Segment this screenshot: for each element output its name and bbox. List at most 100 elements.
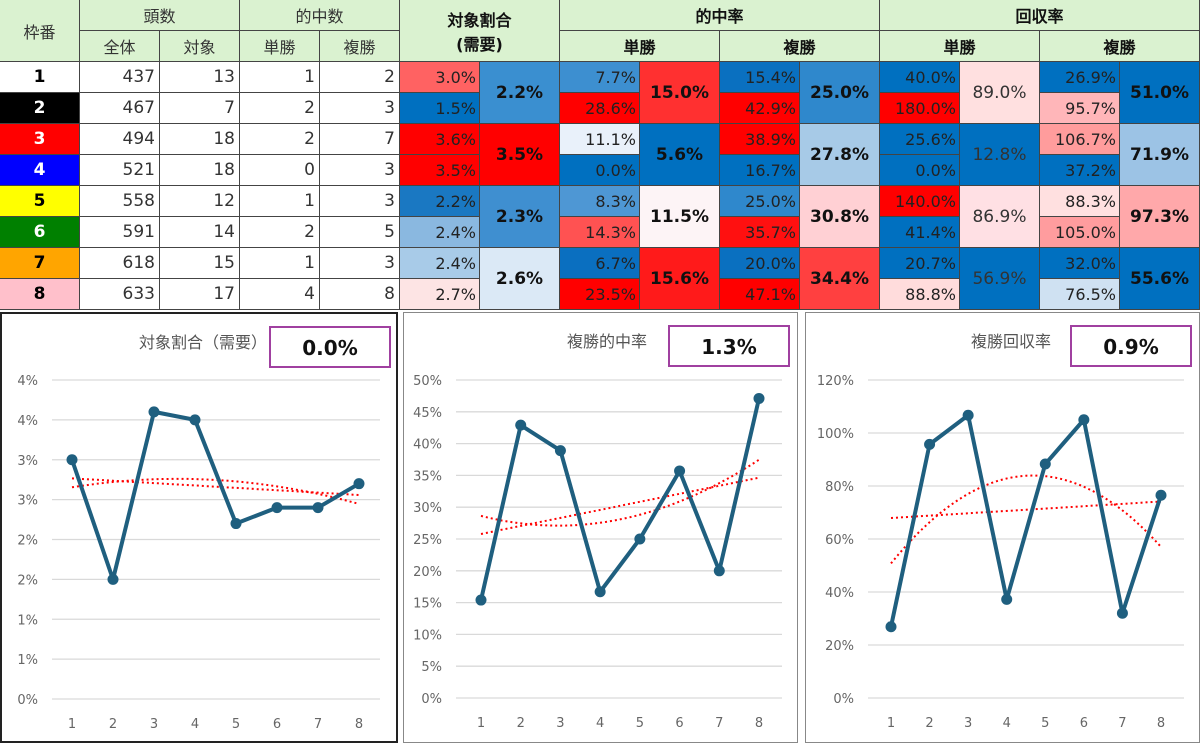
cell-taisho[interactable]: 14 bbox=[160, 217, 240, 248]
group-cell-t-fuku[interactable]: 25.0% bbox=[800, 62, 880, 124]
cell-k-tan[interactable]: 25.6% bbox=[880, 124, 960, 155]
cell-ratio[interactable]: 2.4% bbox=[400, 248, 480, 279]
cell-k-fuku[interactable]: 76.5% bbox=[1040, 279, 1120, 310]
cell-tekichu-fukusho[interactable]: 8 bbox=[320, 279, 400, 310]
frame-number-6[interactable]: 6 bbox=[0, 217, 80, 248]
cell-ratio[interactable]: 2.2% bbox=[400, 186, 480, 217]
cell-ratio[interactable]: 2.4% bbox=[400, 217, 480, 248]
cell-t-fuku[interactable]: 15.4% bbox=[720, 62, 800, 93]
cell-taisho[interactable]: 7 bbox=[160, 93, 240, 124]
cell-ratio[interactable]: 2.7% bbox=[400, 279, 480, 310]
cell-zentai[interactable]: 437 bbox=[80, 62, 160, 93]
header-tekichusu-tansho[interactable]: 単勝 bbox=[240, 31, 320, 62]
group-cell-t-fuku[interactable]: 34.4% bbox=[800, 248, 880, 310]
cell-k-fuku[interactable]: 37.2% bbox=[1040, 155, 1120, 186]
cell-k-tan[interactable]: 88.8% bbox=[880, 279, 960, 310]
group-cell-ratio[interactable]: 3.5% bbox=[480, 124, 560, 186]
cell-k-tan[interactable]: 41.4% bbox=[880, 217, 960, 248]
header-kaishuritsu-fukusho[interactable]: 複勝 bbox=[1040, 31, 1200, 62]
group-cell-t-tan[interactable]: 15.6% bbox=[640, 248, 720, 310]
cell-tekichu-fukusho[interactable]: 3 bbox=[320, 155, 400, 186]
header-tekichuritsu[interactable]: 的中率 bbox=[560, 0, 880, 31]
group-cell-t-tan[interactable]: 5.6% bbox=[640, 124, 720, 186]
cell-zentai[interactable]: 521 bbox=[80, 155, 160, 186]
header-tekichuritsu-tansho[interactable]: 単勝 bbox=[560, 31, 720, 62]
cell-zentai[interactable]: 558 bbox=[80, 186, 160, 217]
cell-t-tan[interactable]: 7.7% bbox=[560, 62, 640, 93]
cell-k-tan[interactable]: 20.7% bbox=[880, 248, 960, 279]
cell-taisho[interactable]: 13 bbox=[160, 62, 240, 93]
frame-number-8[interactable]: 8 bbox=[0, 279, 80, 310]
header-zentai[interactable]: 全体 bbox=[80, 31, 160, 62]
cell-k-tan[interactable]: 140.0% bbox=[880, 186, 960, 217]
cell-ratio[interactable]: 3.5% bbox=[400, 155, 480, 186]
header-taisho-wariai[interactable]: 対象割合 (需要) bbox=[400, 0, 560, 62]
cell-t-tan[interactable]: 11.1% bbox=[560, 124, 640, 155]
cell-t-tan[interactable]: 23.5% bbox=[560, 279, 640, 310]
header-kaishuritsu[interactable]: 回収率 bbox=[880, 0, 1200, 31]
cell-taisho[interactable]: 15 bbox=[160, 248, 240, 279]
group-cell-k-fuku[interactable]: 55.6% bbox=[1120, 248, 1200, 310]
cell-tekichu-tansho[interactable]: 0 bbox=[240, 155, 320, 186]
cell-tekichu-fukusho[interactable]: 5 bbox=[320, 217, 400, 248]
cell-tekichu-tansho[interactable]: 4 bbox=[240, 279, 320, 310]
group-cell-ratio[interactable]: 2.3% bbox=[480, 186, 560, 248]
group-cell-k-tan[interactable]: 89.0% bbox=[960, 62, 1040, 124]
cell-k-fuku[interactable]: 105.0% bbox=[1040, 217, 1120, 248]
frame-number-3[interactable]: 3 bbox=[0, 124, 80, 155]
group-cell-t-tan[interactable]: 11.5% bbox=[640, 186, 720, 248]
group-cell-k-fuku[interactable]: 97.3% bbox=[1120, 186, 1200, 248]
cell-t-fuku[interactable]: 20.0% bbox=[720, 248, 800, 279]
chart-taisho-wariai[interactable]: 対象割合（需要） 0.0% 0% 1% 1% 2% 2% 3% 3% 4% 4% 1 2 3 4 5 6 7 8 bbox=[0, 312, 398, 743]
header-tekichusu[interactable]: 的中数 bbox=[240, 0, 400, 31]
cell-zentai[interactable]: 494 bbox=[80, 124, 160, 155]
cell-tekichu-tansho[interactable]: 1 bbox=[240, 248, 320, 279]
group-cell-k-tan[interactable]: 12.8% bbox=[960, 124, 1040, 186]
cell-k-tan[interactable]: 40.0% bbox=[880, 62, 960, 93]
cell-zentai[interactable]: 467 bbox=[80, 93, 160, 124]
cell-t-fuku[interactable]: 47.1% bbox=[720, 279, 800, 310]
cell-zentai[interactable]: 633 bbox=[80, 279, 160, 310]
cell-taisho[interactable]: 17 bbox=[160, 279, 240, 310]
cell-tekichu-fukusho[interactable]: 3 bbox=[320, 248, 400, 279]
cell-k-tan[interactable]: 0.0% bbox=[880, 155, 960, 186]
header-tousu[interactable]: 頭数 bbox=[80, 0, 240, 31]
header-tekichuritsu-fukusho[interactable]: 複勝 bbox=[720, 31, 880, 62]
cell-k-fuku[interactable]: 95.7% bbox=[1040, 93, 1120, 124]
cell-tekichu-fukusho[interactable]: 2 bbox=[320, 62, 400, 93]
cell-k-fuku[interactable]: 88.3% bbox=[1040, 186, 1120, 217]
frame-number-2[interactable]: 2 bbox=[0, 93, 80, 124]
group-cell-ratio[interactable]: 2.2% bbox=[480, 62, 560, 124]
cell-k-fuku[interactable]: 106.7% bbox=[1040, 124, 1120, 155]
group-cell-ratio[interactable]: 2.6% bbox=[480, 248, 560, 310]
cell-ratio[interactable]: 3.0% bbox=[400, 62, 480, 93]
cell-ratio[interactable]: 1.5% bbox=[400, 93, 480, 124]
group-cell-t-fuku[interactable]: 30.8% bbox=[800, 186, 880, 248]
cell-t-tan[interactable]: 0.0% bbox=[560, 155, 640, 186]
cell-t-tan[interactable]: 28.6% bbox=[560, 93, 640, 124]
cell-t-fuku[interactable]: 25.0% bbox=[720, 186, 800, 217]
cell-k-tan[interactable]: 180.0% bbox=[880, 93, 960, 124]
cell-tekichu-fukusho[interactable]: 7 bbox=[320, 124, 400, 155]
cell-t-fuku[interactable]: 38.9% bbox=[720, 124, 800, 155]
cell-t-tan[interactable]: 6.7% bbox=[560, 248, 640, 279]
cell-t-fuku[interactable]: 35.7% bbox=[720, 217, 800, 248]
group-cell-k-fuku[interactable]: 71.9% bbox=[1120, 124, 1200, 186]
cell-tekichu-tansho[interactable]: 2 bbox=[240, 93, 320, 124]
header-tekichusu-fukusho[interactable]: 複勝 bbox=[320, 31, 400, 62]
cell-taisho[interactable]: 18 bbox=[160, 124, 240, 155]
cell-tekichu-fukusho[interactable]: 3 bbox=[320, 93, 400, 124]
cell-zentai[interactable]: 591 bbox=[80, 217, 160, 248]
cell-ratio[interactable]: 3.6% bbox=[400, 124, 480, 155]
cell-k-fuku[interactable]: 26.9% bbox=[1040, 62, 1120, 93]
cell-tekichu-fukusho[interactable]: 3 bbox=[320, 186, 400, 217]
group-cell-k-tan[interactable]: 86.9% bbox=[960, 186, 1040, 248]
header-kaishuritsu-tansho[interactable]: 単勝 bbox=[880, 31, 1040, 62]
cell-tekichu-tansho[interactable]: 2 bbox=[240, 124, 320, 155]
cell-tekichu-tansho[interactable]: 1 bbox=[240, 62, 320, 93]
cell-tekichu-tansho[interactable]: 1 bbox=[240, 186, 320, 217]
header-taisho[interactable]: 対象 bbox=[160, 31, 240, 62]
cell-t-tan[interactable]: 8.3% bbox=[560, 186, 640, 217]
cell-taisho[interactable]: 12 bbox=[160, 186, 240, 217]
cell-t-fuku[interactable]: 16.7% bbox=[720, 155, 800, 186]
